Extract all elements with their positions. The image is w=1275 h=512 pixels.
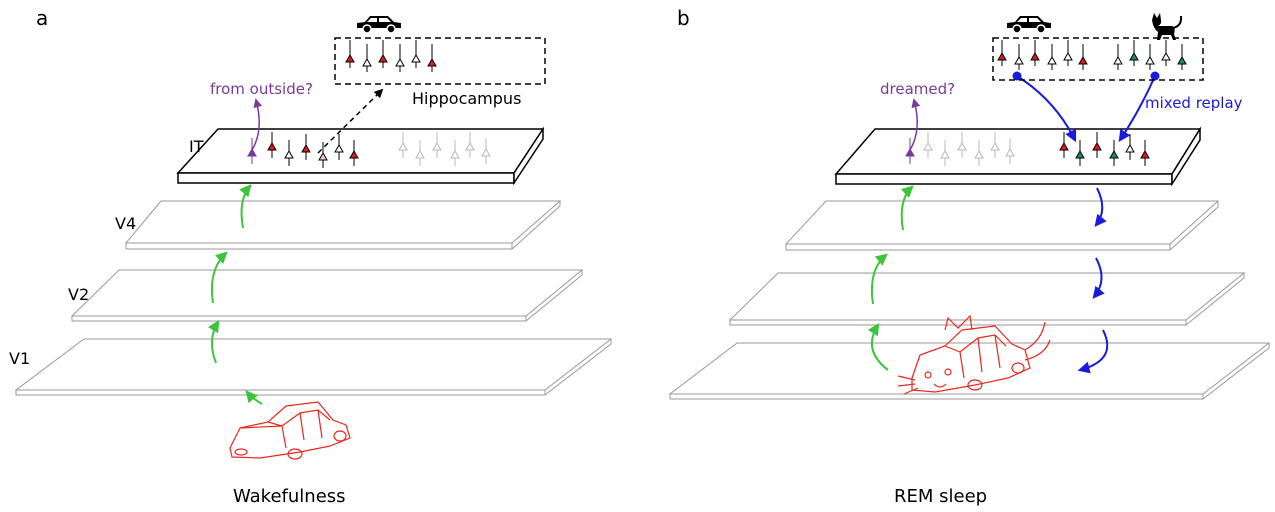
ff-arrow-car-v1 xyxy=(245,390,263,405)
car-icon xyxy=(357,16,401,34)
replay-source-dot xyxy=(1150,71,1160,81)
ff-arrow-v2-v4 xyxy=(210,251,228,304)
neuron xyxy=(395,44,405,72)
dreamed-label: dreamed? xyxy=(880,80,955,98)
feedforward-arrows xyxy=(207,184,263,405)
ff-arrow-v4-it xyxy=(239,184,252,229)
dreamed-arrow xyxy=(909,98,921,151)
layer-label-it: IT xyxy=(189,137,204,156)
mixed-replay-label: mixed replay xyxy=(1145,94,1243,112)
replay-source-dot xyxy=(1012,71,1022,81)
layer-label-v1: V1 xyxy=(9,349,30,368)
neuron xyxy=(411,40,421,68)
neuron xyxy=(334,134,344,160)
layer-plane-it xyxy=(176,126,545,186)
layer-plane-v1-b xyxy=(668,342,1271,400)
neuron xyxy=(1161,40,1171,66)
layer-plane-v4-b xyxy=(784,200,1220,251)
from-outside-label: from outside? xyxy=(210,80,313,98)
from-outside-arrow xyxy=(251,98,263,151)
neuron xyxy=(1063,40,1073,66)
neuron xyxy=(345,40,355,68)
hippocampus-box-b xyxy=(992,37,1204,81)
neuron xyxy=(1140,140,1150,166)
layer-plane-it-b xyxy=(834,126,1202,187)
cat-icon xyxy=(1152,13,1183,40)
layer-plane-v4 xyxy=(124,200,562,250)
hippocampus-label: Hippocampus xyxy=(412,89,521,108)
neuron xyxy=(1177,44,1187,70)
neuron xyxy=(398,132,408,158)
neuron xyxy=(465,132,475,158)
neuron xyxy=(997,40,1007,66)
neuron xyxy=(450,140,460,166)
layer-label-v4: V4 xyxy=(115,214,136,233)
neuron xyxy=(378,40,388,68)
layer-plane-v2 xyxy=(70,269,584,322)
hippocampus-box xyxy=(334,37,546,85)
neuron xyxy=(284,140,294,166)
neuron xyxy=(301,134,311,160)
feedforward-arrows-b xyxy=(867,185,914,371)
neuron xyxy=(940,140,950,166)
neuron xyxy=(1030,40,1040,66)
neuron xyxy=(1113,44,1123,70)
neuron xyxy=(362,44,372,72)
ff-arrow-v1-v2 xyxy=(207,319,220,364)
neuron xyxy=(318,142,328,168)
neuron xyxy=(267,132,277,158)
neuron xyxy=(923,132,933,158)
neuron xyxy=(957,132,967,158)
neuron xyxy=(349,140,359,166)
neuron xyxy=(1125,134,1135,160)
neuron xyxy=(1129,40,1139,66)
neuron xyxy=(432,132,442,158)
neuron xyxy=(974,140,984,166)
it-neurons-b xyxy=(905,132,1150,166)
neuron xyxy=(1145,44,1155,70)
panel-a: a IT V4 V2 V1 xyxy=(9,6,613,507)
neuron xyxy=(247,138,257,164)
layer-plane-v1 xyxy=(14,338,613,396)
neuron xyxy=(1059,132,1069,158)
car-sketch xyxy=(229,401,351,460)
car-icon xyxy=(1007,16,1051,34)
neuron xyxy=(415,140,425,166)
neuron xyxy=(1014,44,1024,70)
it-to-hippocampus-arrow xyxy=(317,88,384,154)
neuron xyxy=(1005,138,1015,164)
neuron xyxy=(1109,140,1119,166)
replay-arrows xyxy=(1016,75,1156,374)
hippocampus-neurons-b xyxy=(997,40,1187,70)
neuron xyxy=(1092,132,1102,158)
neuron xyxy=(1078,44,1088,70)
panel-letter-a: a xyxy=(36,6,48,30)
neuron xyxy=(481,138,491,164)
panel-b: b xyxy=(668,6,1271,507)
neuron xyxy=(905,138,915,164)
neuron xyxy=(1047,44,1057,70)
layer-label-v2: V2 xyxy=(68,285,89,304)
layer-plane-v2-b xyxy=(728,272,1246,326)
panel-letter-b: b xyxy=(677,6,690,30)
neuron xyxy=(1075,140,1085,166)
car-cat-hybrid-sketch xyxy=(897,314,1051,395)
neuron xyxy=(427,44,437,72)
caption-wakefulness: Wakefulness xyxy=(233,486,346,507)
caption-rem-sleep: REM sleep xyxy=(894,486,987,507)
neuron xyxy=(990,132,1000,158)
hippocampus-neurons-a xyxy=(345,40,437,72)
it-neurons-a xyxy=(247,132,491,168)
